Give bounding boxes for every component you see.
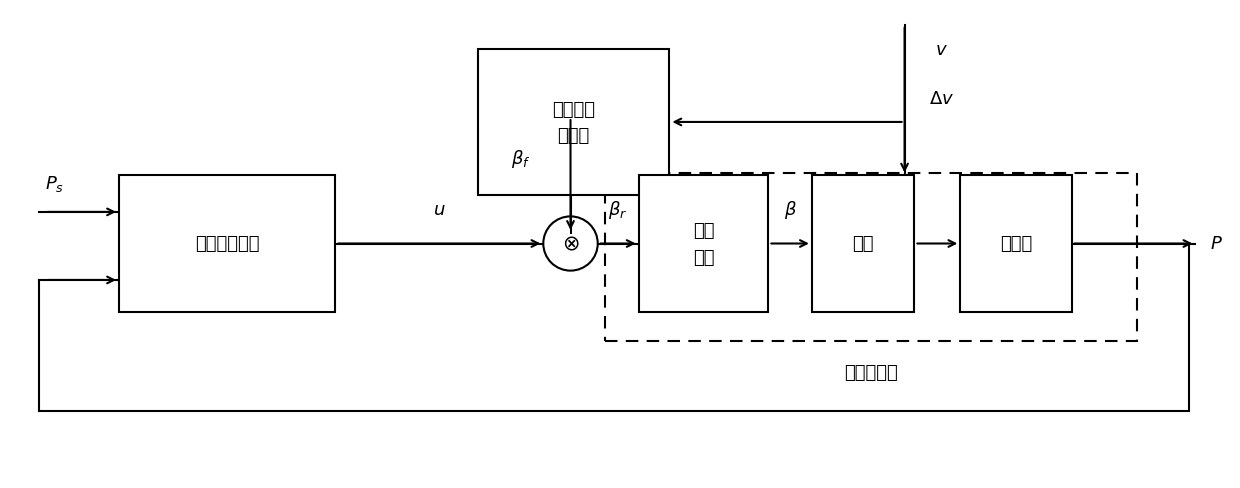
Text: $v$: $v$ — [935, 41, 949, 59]
Bar — [812, 176, 914, 312]
Text: $P$: $P$ — [1210, 235, 1223, 253]
Text: $\Delta v$: $\Delta v$ — [929, 89, 955, 107]
Text: $\otimes$: $\otimes$ — [562, 234, 579, 254]
Bar — [119, 176, 336, 312]
Text: 模糊前馈
控制器: 模糊前馈 控制器 — [552, 101, 595, 145]
Text: $\beta$: $\beta$ — [784, 199, 796, 221]
Bar — [639, 176, 769, 312]
Text: 变桨
系统: 变桨 系统 — [693, 222, 714, 266]
Text: $u$: $u$ — [433, 201, 445, 219]
Text: $\beta_f$: $\beta_f$ — [511, 148, 531, 169]
Bar — [960, 176, 1071, 312]
Text: 变桨距系统: 变桨距系统 — [844, 364, 898, 382]
Text: 自抗扰控制器: 自抗扰控制器 — [195, 235, 259, 253]
Bar — [605, 174, 1137, 341]
Text: 发电机: 发电机 — [999, 235, 1032, 253]
Text: $P_s$: $P_s$ — [45, 173, 63, 193]
Bar — [477, 50, 670, 196]
Text: 风轮: 风轮 — [852, 235, 874, 253]
Text: $\beta_r$: $\beta_r$ — [609, 199, 627, 221]
